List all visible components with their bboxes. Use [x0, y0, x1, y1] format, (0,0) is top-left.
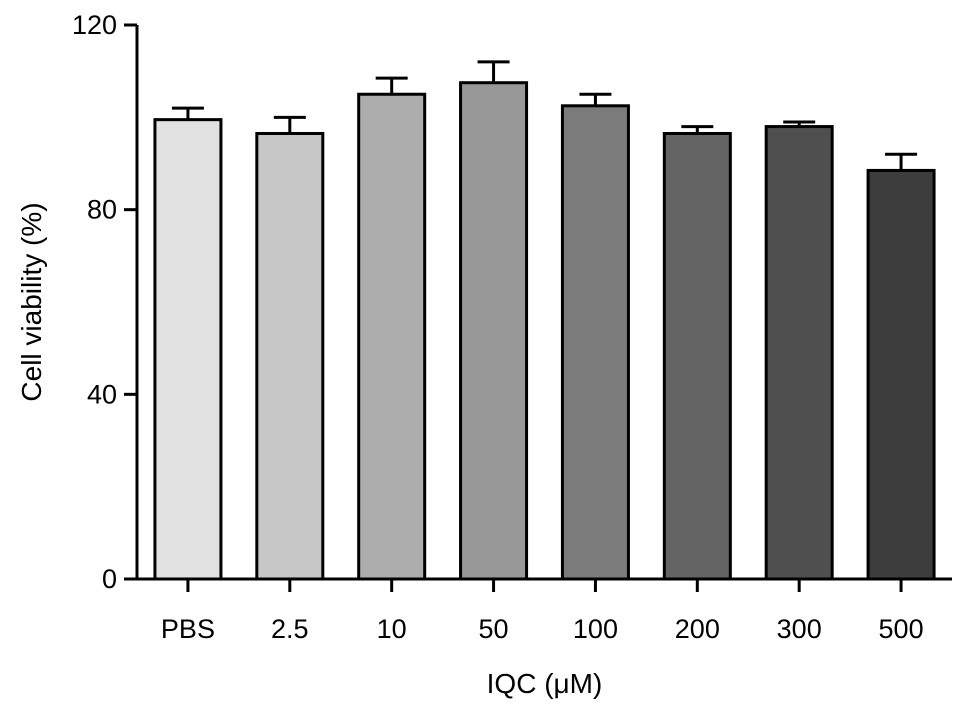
y-axis-title: Cell viability (%) [16, 202, 47, 401]
bar [357, 92, 427, 581]
y-tick-label: 0 [102, 564, 117, 594]
y-tick-label: 80 [87, 195, 117, 225]
x-tick-label: 2.5 [271, 614, 309, 644]
y-tick-label: 120 [72, 10, 117, 40]
x-tick-label: 100 [573, 614, 618, 644]
bars-layer [153, 81, 936, 581]
error-bars-layer [171, 60, 918, 171]
x-tick-label: 200 [675, 614, 720, 644]
x-tick-label: 10 [377, 614, 407, 644]
x-tick-label: 50 [479, 614, 509, 644]
x-ticks-layer: PBS 2.5 10 50 100 200 300 500 [161, 579, 924, 644]
bar [153, 118, 223, 581]
bar [764, 125, 834, 581]
bar [662, 131, 732, 581]
axes-layer [135, 25, 952, 581]
x-tick-label: 500 [879, 614, 924, 644]
y-tick-label: 40 [87, 379, 117, 409]
x-tick-label: PBS [161, 614, 215, 644]
bar [866, 168, 936, 581]
bar [255, 131, 325, 581]
x-axis-title: IQC (μM) [487, 668, 603, 699]
bar [459, 81, 529, 581]
bar [560, 104, 630, 581]
x-tick-label: 300 [777, 614, 822, 644]
y-ticks-layer: 0 40 80 120 [72, 10, 137, 594]
